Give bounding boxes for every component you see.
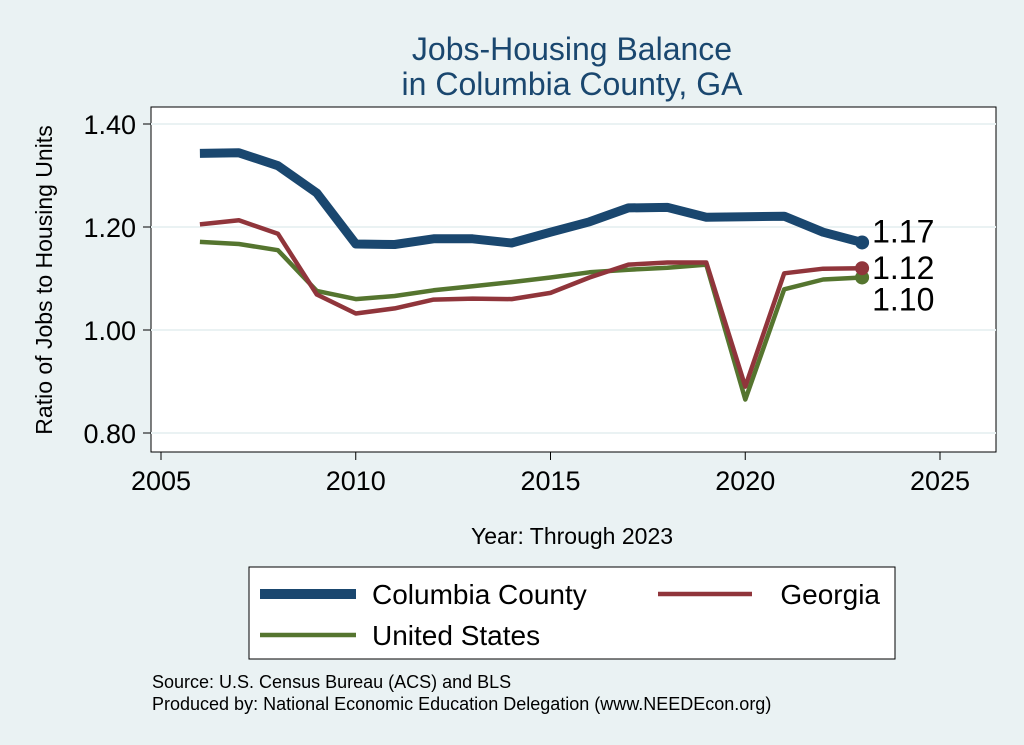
legend-label: United States — [372, 620, 540, 651]
y-axis-label: Ratio of Jobs to Housing Units — [31, 125, 57, 434]
producer-note: Produced by: National Economic Education… — [152, 694, 771, 714]
legend-label: Columbia County — [372, 579, 587, 610]
series-line-georgia — [199, 218, 863, 389]
x-axis-label: Year: Through 2023 — [471, 523, 673, 549]
x-tick-label: 2005 — [131, 466, 191, 496]
source-note: Source: U.S. Census Bureau (ACS) and BLS — [152, 672, 511, 692]
y-tick-label: 1.40 — [83, 110, 136, 140]
legend-box — [248, 566, 896, 660]
x-tick-label: 2010 — [326, 466, 386, 496]
y-tick-label: 1.00 — [83, 316, 136, 346]
x-tick-label: 2020 — [715, 466, 775, 496]
y-tick-label: 1.20 — [83, 213, 136, 243]
series-line-columbia-county — [199, 148, 864, 249]
end-marker-georgia — [855, 261, 870, 276]
x-tick-label: 2015 — [520, 466, 580, 496]
legend-label: Georgia — [780, 579, 880, 610]
end-marker-columbia-county — [855, 235, 870, 250]
end-label-georgia: 1.12 — [872, 250, 934, 286]
end-label-united-states: 1.10 — [872, 281, 934, 317]
chart-title-line-1: Jobs-Housing Balance — [412, 31, 732, 67]
plot-area — [150, 106, 997, 453]
y-tick-label: 0.80 — [83, 419, 136, 449]
end-label-columbia-county: 1.17 — [872, 213, 934, 249]
x-tick-label: 2025 — [910, 466, 970, 496]
chart-title-line-2: in Columbia County, GA — [402, 66, 744, 102]
